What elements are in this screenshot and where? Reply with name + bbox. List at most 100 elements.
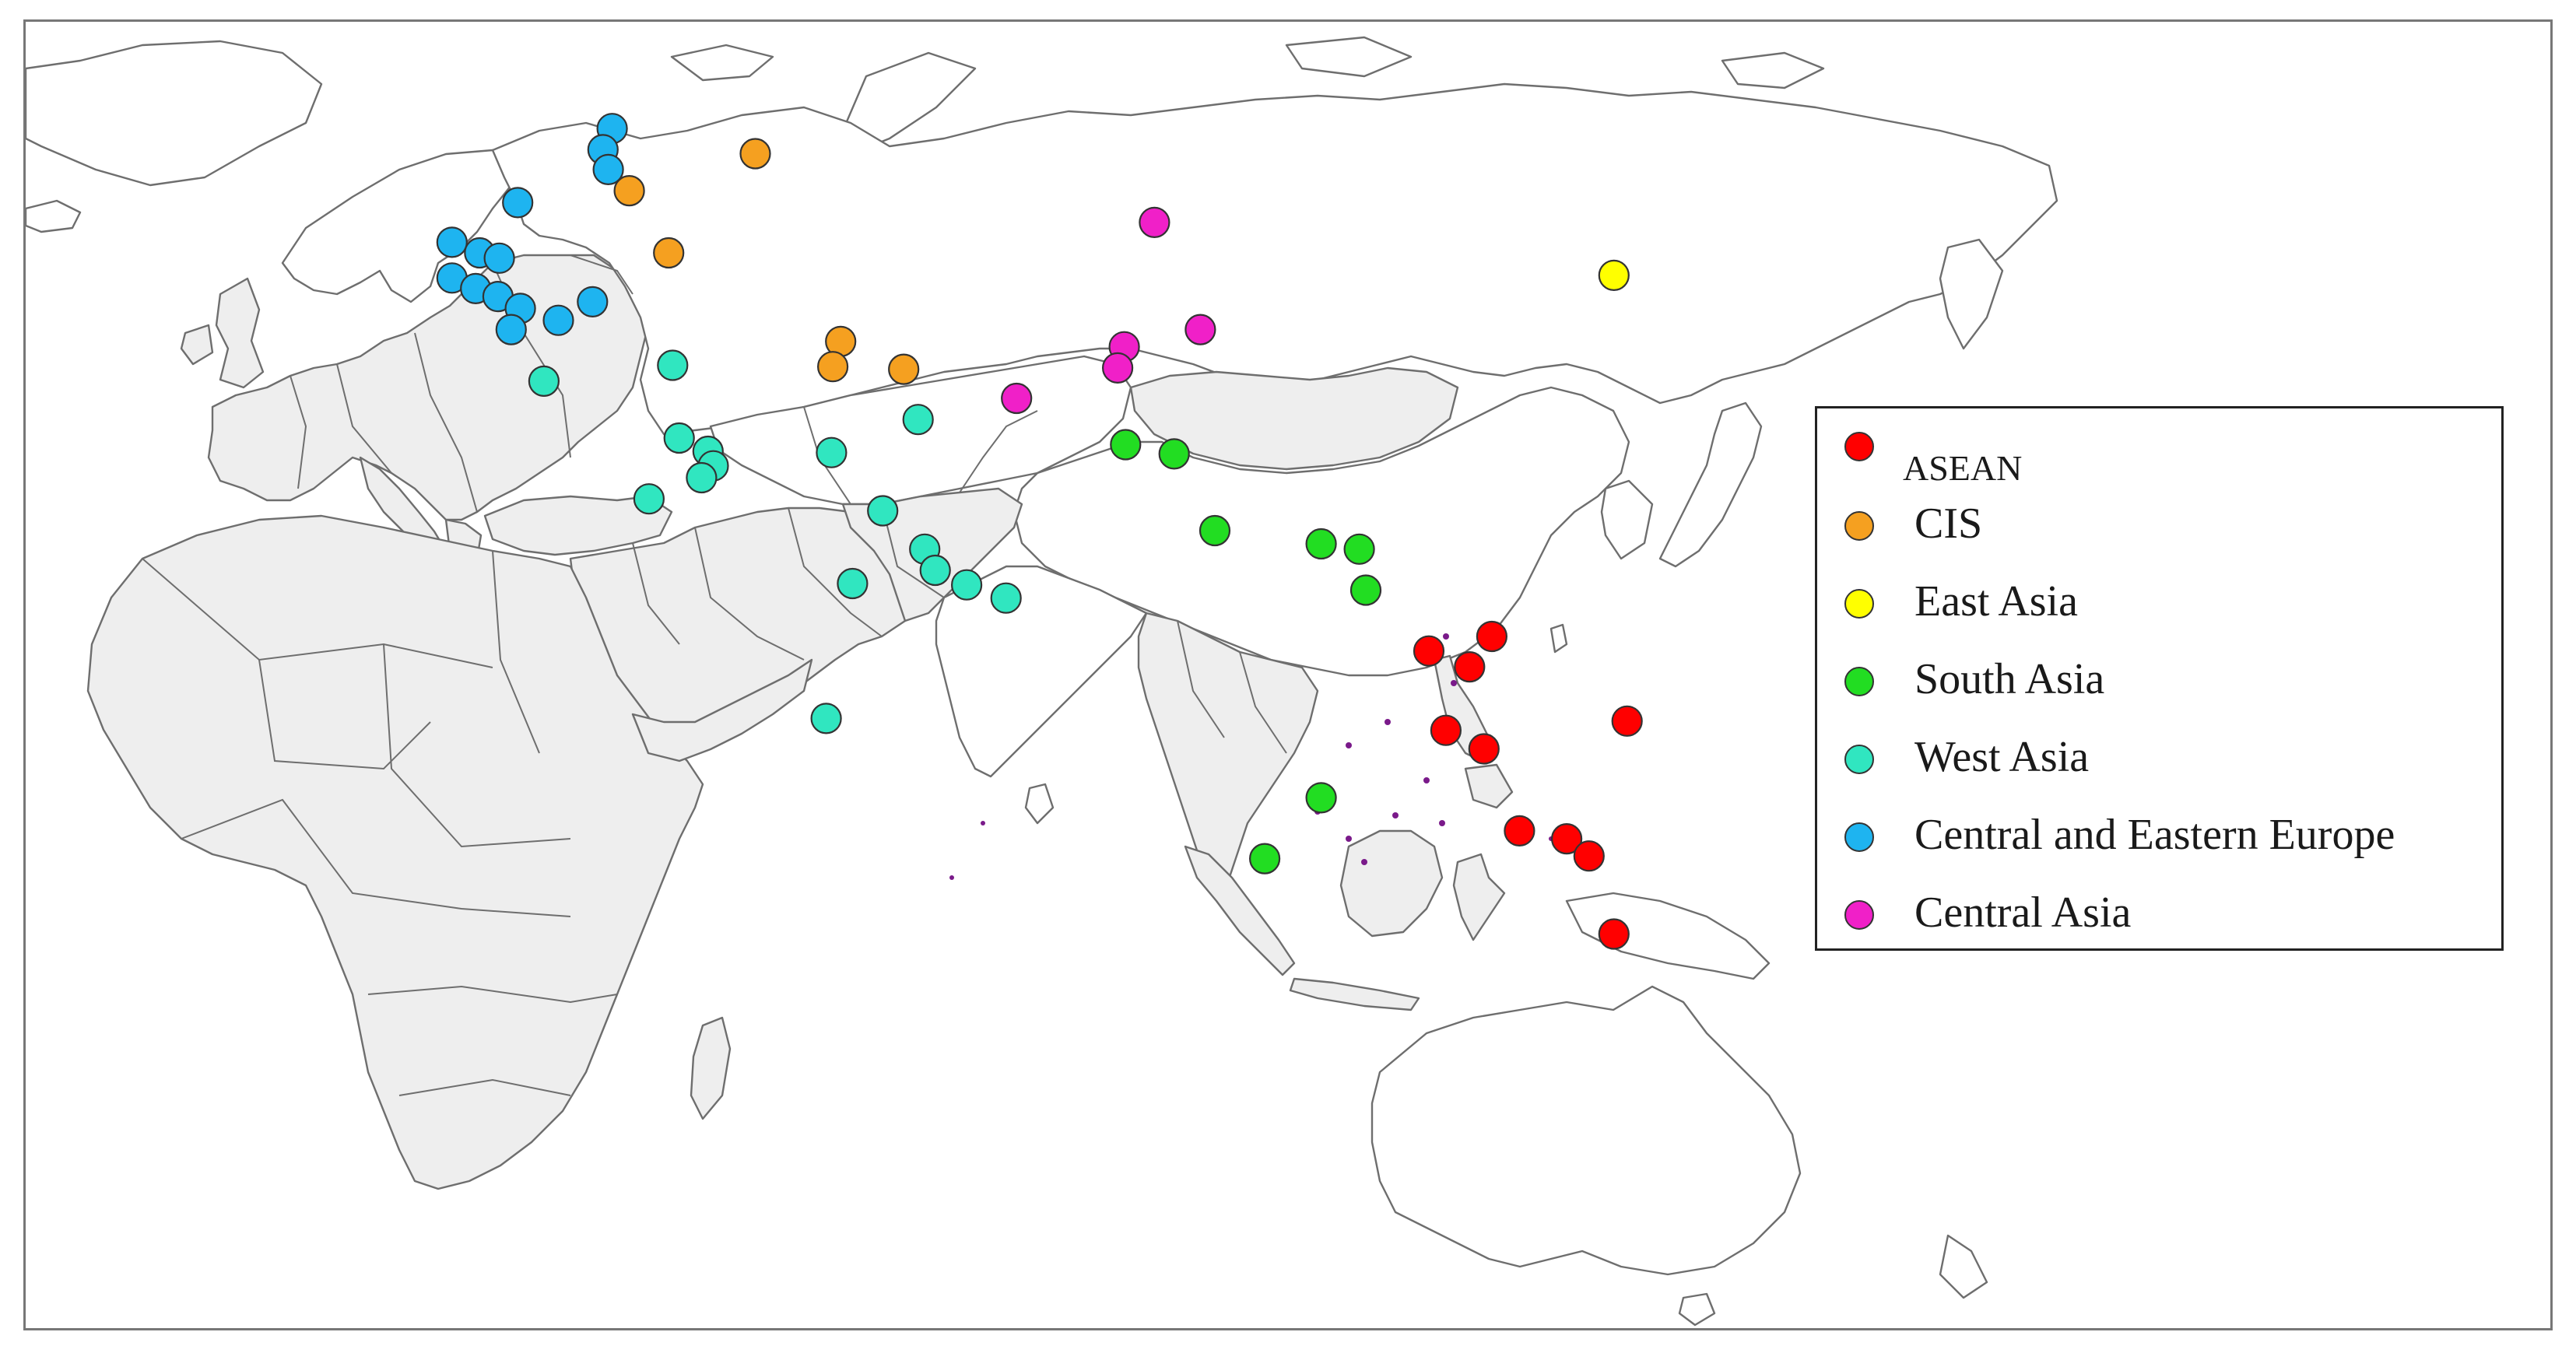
marker-west-asia xyxy=(990,582,1022,614)
islet xyxy=(1443,633,1449,640)
marker-ceeu xyxy=(483,242,515,274)
legend-item-east-asia: East Asia xyxy=(1817,572,2501,642)
russia-border xyxy=(570,254,633,295)
marker-asean xyxy=(1476,620,1508,653)
africa-border-2 xyxy=(258,659,431,770)
marker-ceeu xyxy=(436,226,468,258)
legend-swatch xyxy=(1844,745,1874,774)
legend-item-cis: CIS xyxy=(1817,494,2501,564)
arabian-peninsula-land xyxy=(631,658,813,762)
islet xyxy=(949,875,954,880)
marker-ceeu xyxy=(577,286,609,317)
marker-south-asia xyxy=(1248,843,1281,875)
europe-border-4 xyxy=(290,375,307,489)
africa-border-5 xyxy=(367,985,618,1004)
islet xyxy=(1423,777,1430,783)
marker-central-asia xyxy=(1139,206,1170,238)
marker-cis xyxy=(653,237,685,269)
legend-label: West Asia xyxy=(1914,733,2090,781)
marker-south-asia xyxy=(1343,533,1375,565)
marker-south-asia xyxy=(1199,514,1231,547)
marker-asean xyxy=(1430,714,1462,746)
japan-land xyxy=(1658,401,1763,568)
marker-west-asia xyxy=(528,365,560,397)
africa-border-6 xyxy=(398,1078,571,1096)
africa-border-4 xyxy=(181,798,571,917)
marker-west-asia xyxy=(810,703,842,734)
legend-item-south-asia: South Asia xyxy=(1817,650,2501,720)
marker-ceeu xyxy=(502,187,534,219)
country-markers xyxy=(436,113,1643,950)
severnaya-land xyxy=(1285,36,1413,78)
middle-east-border-2 xyxy=(788,507,883,637)
marker-west-asia xyxy=(633,483,665,515)
seasia-border-1 xyxy=(1177,620,1225,738)
legend-swatch xyxy=(1844,900,1874,930)
legend-item-ceeu: Central and Eastern Europe xyxy=(1817,805,2501,875)
islet xyxy=(1439,820,1445,826)
landmasses xyxy=(26,36,2058,1327)
europe-border-2 xyxy=(414,332,478,513)
marker-asean xyxy=(1598,918,1630,950)
marker-central-asia xyxy=(1184,314,1216,345)
marker-asean xyxy=(1504,815,1535,847)
marker-asean xyxy=(1413,635,1445,667)
legend-swatch xyxy=(1844,589,1874,619)
marker-asean xyxy=(1468,733,1500,765)
world-map xyxy=(26,36,2058,1327)
legend-item-central-asia: Central Asia xyxy=(1817,883,2501,953)
southeast-asia-mainland-land xyxy=(1137,612,1319,895)
marker-asean xyxy=(1611,705,1643,737)
islet xyxy=(1346,742,1352,748)
iceland-land xyxy=(26,199,82,233)
marker-asean xyxy=(1573,840,1605,872)
europe-border-1 xyxy=(336,363,392,474)
legend-item-asean: ASEAN xyxy=(1817,424,2501,494)
great-britain-land xyxy=(215,277,265,389)
legend-swatch xyxy=(1844,511,1874,541)
middle-east-border-3 xyxy=(632,542,680,645)
legend-item-west-asia: West Asia xyxy=(1817,727,2501,797)
africa-border-7 xyxy=(492,550,540,754)
islet xyxy=(1361,859,1367,865)
marker-cis xyxy=(816,351,849,383)
java-land xyxy=(1289,977,1420,1011)
sri-lanka-land xyxy=(1024,783,1055,825)
marker-cis xyxy=(888,353,920,385)
legend-swatch xyxy=(1844,822,1874,852)
madagascar-land xyxy=(690,1016,732,1120)
islet xyxy=(1385,719,1391,725)
marker-central-asia xyxy=(1101,352,1134,384)
marker-south-asia xyxy=(1305,782,1337,814)
islet xyxy=(1346,836,1352,842)
russia-land xyxy=(491,82,2058,436)
africa-border-1 xyxy=(142,558,493,668)
ireland-land xyxy=(180,324,214,366)
islet xyxy=(1451,680,1457,686)
sumatra-land xyxy=(1184,845,1296,976)
new-zealand-land xyxy=(1939,1234,1988,1299)
marker-cis xyxy=(613,175,645,207)
marker-cis xyxy=(739,138,771,170)
islet xyxy=(1392,812,1399,818)
marker-west-asia xyxy=(816,436,848,468)
marker-south-asia xyxy=(1305,528,1337,560)
legend-label: Central and Eastern Europe xyxy=(1914,811,2395,859)
country-borders xyxy=(142,254,1287,1096)
marker-west-asia xyxy=(657,349,689,381)
legend: ASEAN CIS East Asia South Asia West Asia Cent… xyxy=(1815,406,2504,951)
new-guinea-land xyxy=(1565,892,1771,980)
siberian-islands-land xyxy=(1721,51,1825,89)
marker-south-asia xyxy=(1349,574,1382,606)
sulawesi-land xyxy=(1452,853,1506,941)
legend-swatch xyxy=(1844,432,1874,461)
legend-label: Central Asia xyxy=(1914,889,2132,937)
arctic-islands-land xyxy=(670,44,774,82)
turkey-land xyxy=(483,495,673,556)
legend-label: East Asia xyxy=(1914,577,2078,626)
seasia-border-2 xyxy=(1239,651,1287,754)
islet xyxy=(981,821,985,825)
marker-west-asia xyxy=(867,495,899,527)
small-islands xyxy=(949,633,1553,880)
legend-swatch xyxy=(1844,667,1874,696)
